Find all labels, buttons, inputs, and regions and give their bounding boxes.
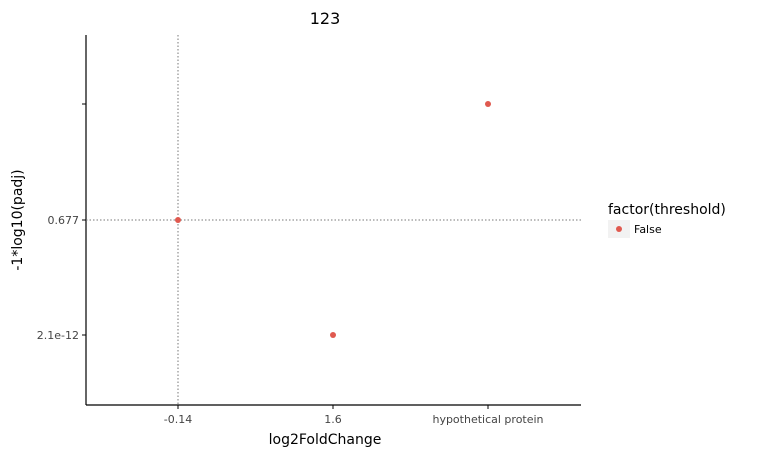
y-tick-label: 2.1e-12 <box>37 329 79 342</box>
x-tick-label: -0.14 <box>164 413 192 426</box>
y-axis-label: -1*log10(padj) <box>10 169 26 270</box>
chart-title: 123 <box>310 9 341 28</box>
legend-entry-label: False <box>634 223 662 236</box>
plot-area: -0.14 1.6 hypothetical protein 2.1e-12 0.67… <box>37 35 581 426</box>
data-point <box>330 332 336 338</box>
x-tick-label: 1.6 <box>324 413 342 426</box>
data-point <box>485 101 491 107</box>
legend-title: factor(threshold) <box>608 202 726 218</box>
y-tick-label: 0.677 <box>48 214 80 227</box>
x-tick-label: hypothetical protein <box>432 413 543 426</box>
x-ticks: -0.14 1.6 hypothetical protein <box>164 405 544 426</box>
y-ticks: 2.1e-12 0.677 <box>37 103 86 342</box>
data-points <box>175 101 491 338</box>
legend-key-marker <box>616 226 622 232</box>
legend: factor(threshold) False <box>608 202 726 238</box>
data-point <box>175 217 181 223</box>
x-axis-label: log2FoldChange <box>269 432 382 448</box>
